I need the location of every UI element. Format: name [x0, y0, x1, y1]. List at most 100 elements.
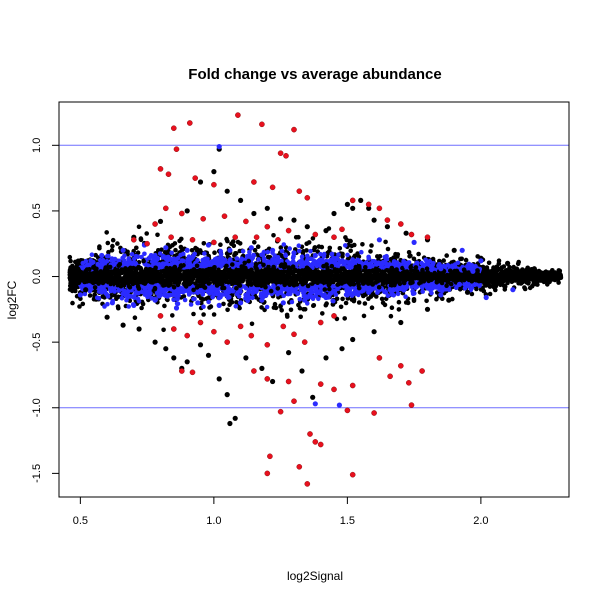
cloud-point: [389, 305, 395, 311]
cloud-point: [370, 282, 376, 287]
cloud-point-blue: [220, 292, 225, 297]
cloud-point-blue: [153, 258, 158, 263]
cloud-point: [78, 296, 83, 302]
cloud-point: [127, 266, 132, 272]
cloud-point-blue: [185, 257, 191, 262]
cloud-point: [107, 264, 113, 270]
cloud-point: [172, 241, 178, 246]
cloud-point-blue: [285, 291, 291, 297]
cloud-point-blue: [251, 252, 256, 258]
cloud-point-blue: [350, 257, 355, 262]
cloud-point-blue: [94, 295, 100, 301]
cloud-point: [382, 302, 388, 308]
cloud-point: [212, 250, 217, 255]
cloud-point: [437, 258, 442, 264]
cloud-point-blue: [227, 257, 233, 262]
cloud-point-blue: [312, 260, 317, 265]
cloud-point-blue: [172, 260, 177, 265]
cloud-point-blue: [158, 263, 164, 269]
cloud-point: [139, 305, 144, 311]
cloud-point: [300, 250, 306, 256]
cloud-point-blue: [288, 286, 294, 291]
cloud-point-blue: [238, 289, 243, 295]
cloud-point-blue: [366, 256, 372, 261]
cloud-point: [259, 305, 264, 310]
cloud-point: [302, 307, 308, 312]
cloud-point-blue: [391, 293, 397, 298]
cloud-point-blue: [197, 288, 203, 294]
cloud-point-blue: [347, 262, 352, 267]
cloud-point: [396, 299, 402, 305]
cloud-point: [67, 254, 73, 260]
cloud-point: [481, 288, 487, 294]
cloud-point-blue: [100, 257, 106, 263]
cloud-point: [385, 246, 391, 252]
cloud-point: [348, 248, 354, 254]
cloud-point: [342, 316, 348, 321]
cloud-point-blue: [203, 256, 209, 261]
cloud-point: [463, 257, 469, 263]
cloud-point: [155, 232, 160, 238]
cloud-point-blue: [321, 254, 327, 259]
cloud-point-blue: [169, 250, 174, 256]
cloud-point-blue: [234, 256, 240, 261]
cloud-point: [369, 243, 374, 248]
cloud-point: [355, 251, 360, 256]
cloud-point-blue: [158, 292, 163, 298]
cloud-point: [397, 277, 403, 282]
cloud-point: [87, 267, 92, 272]
cloud-point-blue: [212, 257, 218, 262]
cloud-point-blue: [250, 295, 255, 301]
cloud-point-blue: [251, 286, 257, 292]
cloud-point: [268, 288, 274, 294]
cloud-point-blue: [311, 285, 317, 291]
cloud-point: [253, 295, 259, 300]
cloud-point-blue: [256, 257, 261, 262]
cloud-point-blue: [273, 257, 279, 263]
cloud-point: [157, 271, 162, 277]
cloud-point-blue: [455, 260, 461, 266]
cloud-point: [191, 311, 196, 317]
cloud-point: [285, 314, 290, 319]
cloud-point-blue: [188, 302, 194, 307]
cloud-point: [109, 269, 114, 274]
cloud-point: [232, 278, 238, 283]
cloud-point: [369, 305, 375, 311]
cloud-point: [224, 263, 229, 269]
cloud-point: [411, 297, 417, 302]
cloud-point-blue: [167, 256, 173, 262]
cloud-point: [70, 263, 75, 269]
cloud-point: [194, 263, 200, 269]
cloud-point: [440, 296, 445, 302]
cloud-point: [189, 248, 195, 253]
cloud-point: [237, 283, 243, 288]
cloud-point-blue: [290, 255, 296, 261]
cloud-point-blue: [165, 292, 170, 298]
cloud-point-blue: [316, 258, 321, 264]
cloud-point: [377, 253, 383, 259]
cloud-point-blue: [206, 299, 211, 305]
cloud-point-blue: [83, 258, 89, 264]
cloud-point-blue: [401, 288, 407, 293]
cloud-point-blue: [180, 258, 186, 264]
cloud-point: [343, 300, 349, 306]
cloud-point: [441, 258, 447, 263]
cloud-point-blue: [427, 285, 432, 291]
cloud-point-blue: [142, 251, 147, 257]
cloud-point: [110, 243, 115, 249]
cloud-point-blue: [359, 249, 364, 255]
cloud-point-blue: [182, 297, 188, 303]
cloud-point-blue: [122, 258, 127, 263]
chart-title: Fold change vs average abundance: [188, 66, 441, 83]
cloud-point-blue: [88, 258, 93, 263]
cloud-point: [173, 247, 178, 253]
cloud-point: [353, 268, 359, 273]
cloud-point: [424, 298, 429, 304]
cloud-point: [557, 268, 563, 274]
cloud-point-blue: [289, 299, 295, 305]
cloud-point: [152, 285, 158, 291]
y-axis-label: log2FC: [5, 280, 19, 319]
cloud-point: [68, 258, 73, 264]
cloud-point-blue: [260, 290, 266, 296]
cloud-point: [515, 261, 521, 267]
